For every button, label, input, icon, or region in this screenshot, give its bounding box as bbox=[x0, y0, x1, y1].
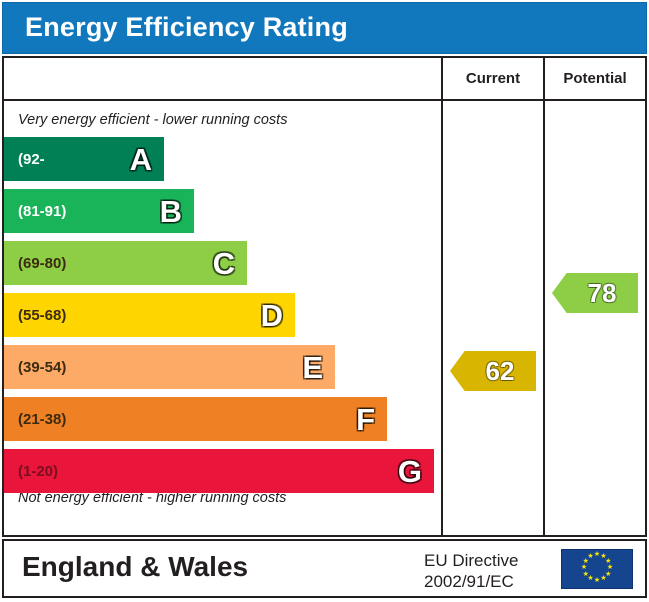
band-range-label: (92- bbox=[18, 150, 45, 168]
band-range-label: (39-54) bbox=[18, 358, 67, 376]
band-range-label: (21-38) bbox=[18, 410, 67, 428]
rating-band-b: (81-91) B bbox=[4, 189, 194, 233]
rating-band-c: (69-80) C bbox=[4, 241, 247, 285]
current-rating-arrow: 62 bbox=[450, 351, 536, 391]
band-letter-label: A bbox=[129, 141, 152, 177]
footer-region-label: England & Wales bbox=[22, 551, 249, 582]
chart-footer: England & Wales EU Directive 2002/91/EC … bbox=[2, 539, 647, 598]
band-letter-label: D bbox=[260, 297, 283, 333]
rating-band-d: (55-68) D bbox=[4, 293, 295, 337]
page-title: Energy Efficiency Rating bbox=[25, 12, 348, 42]
band-letter-label: G bbox=[397, 453, 422, 489]
band-range-label: (69-80) bbox=[18, 254, 67, 272]
chart-header: Energy Efficiency Rating bbox=[2, 2, 647, 54]
rating-band-g: (1-20) G bbox=[4, 449, 434, 493]
rating-bands: (92- A (81-91) B (69-80) C (55-68) D (39-54) E (21… bbox=[4, 58, 441, 535]
band-range-label: (55-68) bbox=[18, 306, 67, 324]
rating-band-a: (92- A bbox=[4, 137, 164, 181]
band-letter-label: F bbox=[356, 401, 375, 437]
column-header-current: Current bbox=[465, 70, 521, 87]
directive-line-2: 2002/91/EC bbox=[424, 572, 514, 591]
band-range-label: (81-91) bbox=[18, 202, 67, 220]
column-header-row: Current Potential bbox=[4, 58, 645, 101]
footer-directive: EU Directive 2002/91/EC bbox=[424, 550, 518, 592]
column-header-potential: Potential bbox=[563, 70, 627, 87]
caption-efficient: Very energy efficient - lower running co… bbox=[18, 112, 288, 128]
chart-body: Current Potential Very energy efficient … bbox=[2, 56, 647, 537]
column-divider-left bbox=[441, 58, 443, 535]
band-range-label: (1-20) bbox=[18, 462, 59, 480]
band-letter-label: E bbox=[302, 349, 323, 385]
column-divider-right bbox=[543, 58, 545, 535]
band-letter-label: C bbox=[212, 245, 235, 281]
caption-inefficient: Not energy efficient - higher running co… bbox=[18, 490, 287, 506]
eu-flag-icon: ★ ★ ★ ★ ★ ★ ★ ★ ★ ★ ★ ★ bbox=[561, 549, 633, 589]
band-letter-label: B bbox=[159, 193, 182, 229]
potential-rating-arrow: 78 bbox=[552, 273, 638, 313]
directive-line-1: EU Directive bbox=[424, 551, 519, 570]
rating-band-f: (21-38) F bbox=[4, 397, 387, 441]
rating-band-e: (39-54) E bbox=[4, 345, 335, 389]
